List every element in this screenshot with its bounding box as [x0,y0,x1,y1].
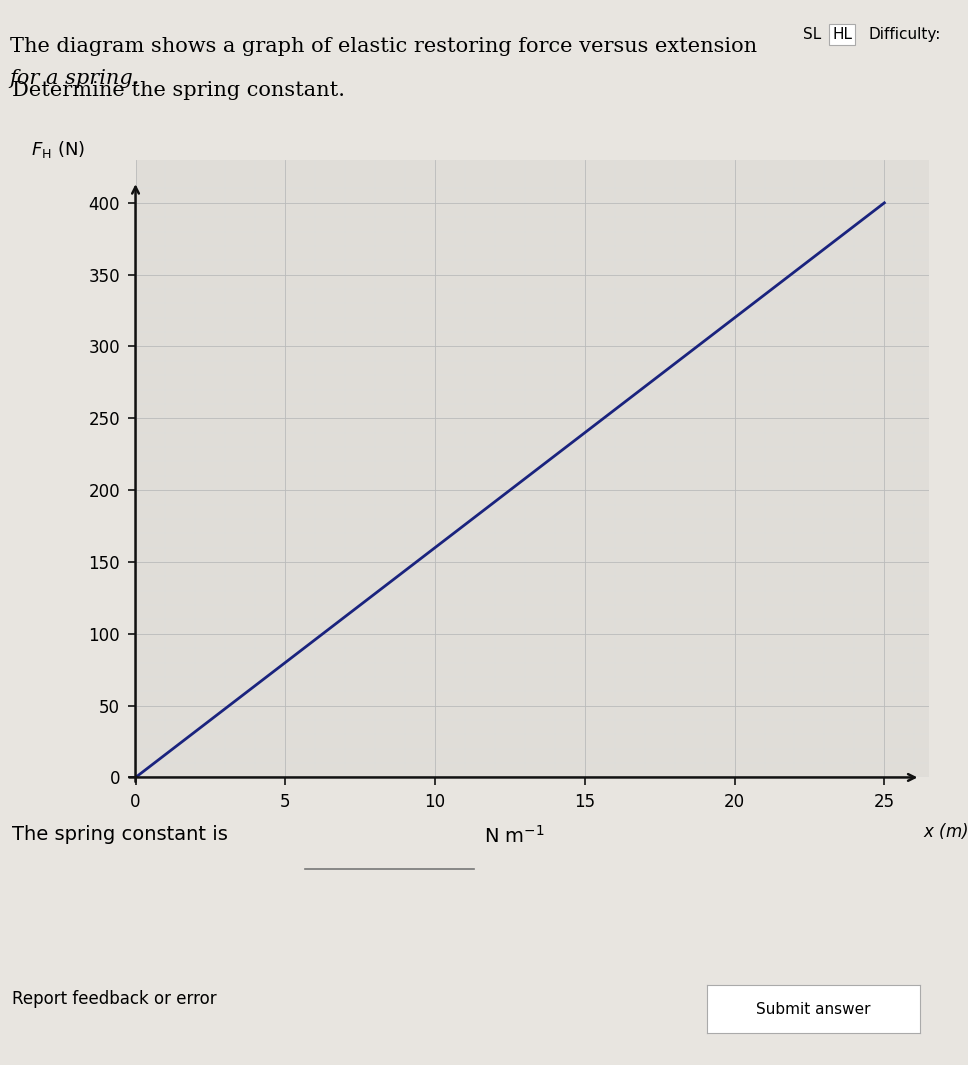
Text: HL: HL [832,27,852,42]
Text: $F_\mathrm{H}$ (N): $F_\mathrm{H}$ (N) [31,138,84,160]
Text: Determine the spring constant.: Determine the spring constant. [12,81,345,100]
Text: SL: SL [802,27,821,42]
Text: N m$^{-1}$: N m$^{-1}$ [484,825,545,848]
Text: Report feedback or error: Report feedback or error [12,990,216,1009]
Text: for a spring.: for a spring. [10,69,140,88]
Text: The spring constant is: The spring constant is [12,825,227,845]
Text: $x$ (m): $x$ (m) [923,820,968,840]
Text: Submit answer: Submit answer [756,1001,870,1017]
Text: The diagram shows a graph of elastic restoring force versus extension: The diagram shows a graph of elastic res… [10,37,764,56]
Text: Difficulty:: Difficulty: [868,27,941,42]
